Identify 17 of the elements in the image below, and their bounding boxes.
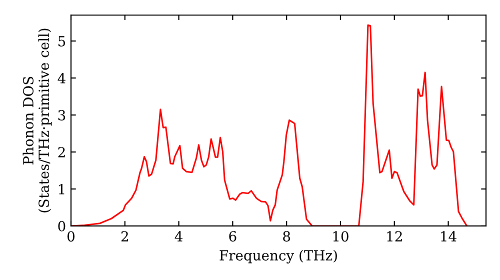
y-axis-title: Phonon DOS (States/THz·primitive cell) (22, 28, 52, 212)
y-tick-label: 2 (58, 146, 65, 158)
y-tick-label: 3 (58, 110, 66, 120)
x-tick-label: 0 (67, 231, 74, 242)
y-tick-label: 1 (58, 184, 64, 194)
x-tick-label: 12 (387, 231, 402, 242)
line-series (71, 24, 468, 226)
x-tick-label: 14 (441, 231, 456, 242)
y-tick-label: 5 (58, 36, 66, 46)
x-tick-label: 2 (121, 231, 128, 242)
x-axis-title: Frequency (THz) (220, 250, 337, 264)
y-tick-label: 4 (58, 72, 66, 84)
y-tick-label: 0 (58, 220, 66, 232)
x-tick-label: 4 (174, 231, 183, 242)
x-tick-label: 8 (283, 231, 290, 242)
x-tick-label: 6 (229, 231, 236, 242)
x-tick-label: 10 (333, 231, 348, 242)
